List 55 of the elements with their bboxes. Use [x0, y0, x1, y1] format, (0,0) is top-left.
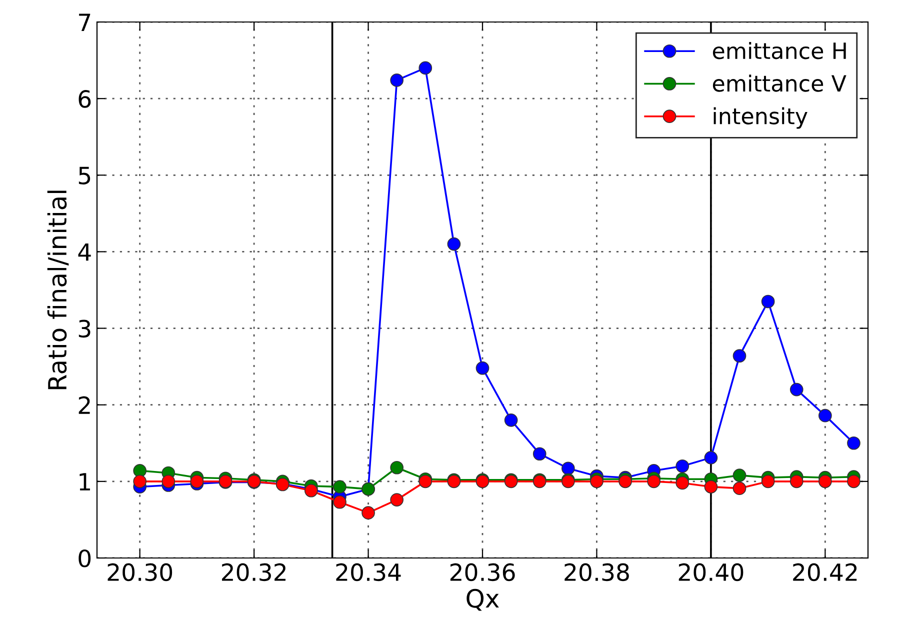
point	[790, 474, 804, 488]
point	[590, 474, 604, 488]
x-tick-label: 20.30	[108, 563, 172, 582]
legend-label: emittance H	[712, 42, 846, 60]
point	[676, 459, 690, 473]
point	[561, 462, 575, 476]
point	[390, 493, 404, 506]
x-tick-label: 20.40	[678, 563, 744, 582]
y-tick-label: 3	[78, 320, 90, 338]
point	[647, 474, 661, 488]
point	[418, 61, 432, 75]
point	[732, 468, 746, 482]
point	[818, 474, 832, 488]
point	[133, 474, 147, 488]
point	[190, 474, 204, 488]
point	[818, 408, 832, 422]
point	[761, 474, 775, 488]
x-tick-label: 20.42	[793, 563, 857, 582]
point	[504, 414, 518, 427]
point	[133, 464, 147, 478]
y-tick-label: 6	[78, 90, 91, 108]
point	[847, 436, 860, 450]
legend-label: emittance V	[712, 74, 846, 92]
point	[532, 447, 546, 461]
point	[847, 474, 860, 488]
point	[732, 482, 746, 495]
y-tick-label: 0	[78, 549, 91, 568]
point	[732, 349, 746, 363]
point	[418, 474, 432, 488]
point	[447, 237, 461, 251]
x-tick-label: 20.36	[450, 563, 515, 582]
point	[618, 474, 632, 488]
point	[476, 361, 490, 375]
point	[390, 460, 404, 474]
y-tick-label: 5	[78, 166, 90, 184]
point	[162, 474, 176, 488]
legend-label: intensity	[714, 107, 808, 129]
y-axis-title: Ratio final/initial	[47, 190, 69, 390]
y-tick-label: 1	[80, 473, 90, 490]
point	[704, 451, 718, 464]
point	[390, 74, 404, 87]
x-tick-label: 20.32	[222, 563, 286, 582]
y-tick-label: 4	[78, 243, 91, 261]
point	[761, 294, 775, 308]
y-tick-label: 2	[78, 396, 90, 414]
x-tick-label: 20.34	[336, 563, 401, 582]
y-tick-label: 7	[79, 14, 90, 31]
point	[333, 480, 346, 494]
x-axis-title: Qx	[466, 588, 499, 611]
point	[676, 476, 690, 490]
point	[790, 382, 804, 396]
point	[362, 506, 375, 520]
x-tick-label: 20.38	[564, 563, 629, 582]
point	[333, 495, 346, 509]
point	[704, 480, 718, 494]
